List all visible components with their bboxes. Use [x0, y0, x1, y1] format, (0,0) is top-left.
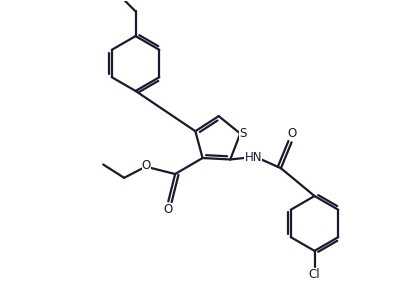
Text: Cl: Cl [309, 268, 321, 281]
Text: S: S [239, 127, 246, 140]
Text: O: O [164, 203, 173, 215]
Text: O: O [142, 159, 151, 172]
Text: HN: HN [244, 151, 262, 164]
Text: O: O [287, 128, 296, 140]
